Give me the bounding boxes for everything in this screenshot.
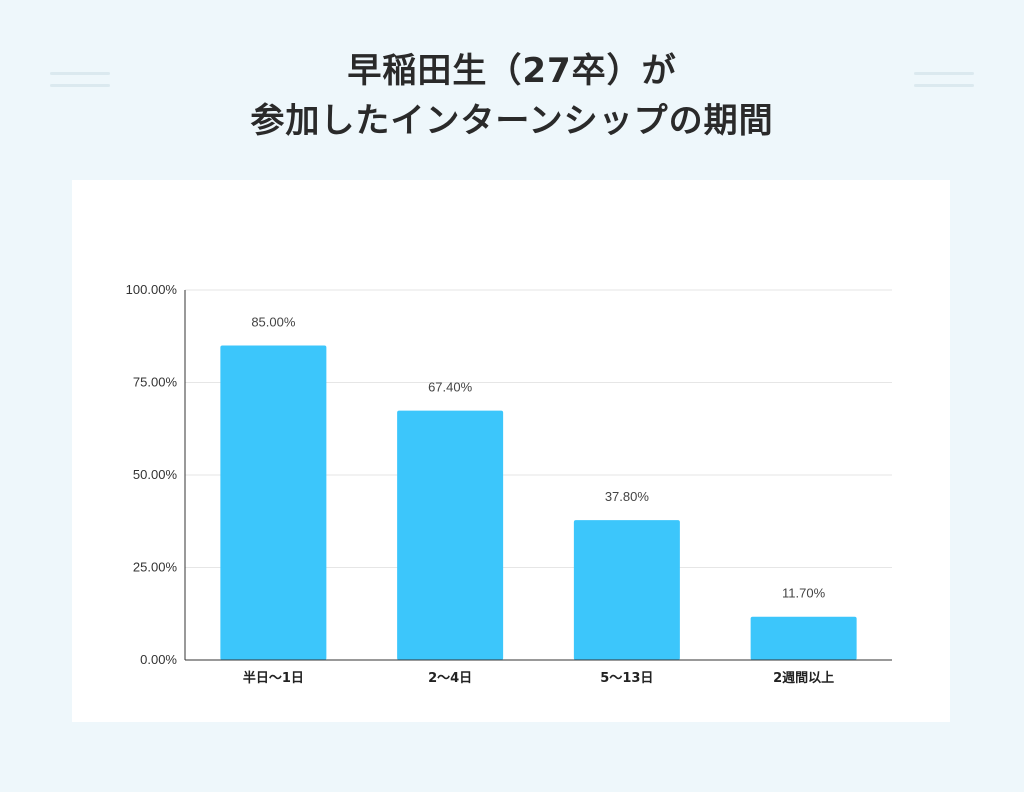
- y-tick-label: 0.00%: [140, 652, 177, 667]
- page-title-line-2: 参加したインターンシップの期間: [250, 101, 774, 141]
- chart-card: 0.00% 25.00% 50.00% 75.00% 100.00% 85.00% 半日〜1…: [72, 180, 950, 722]
- x-tick-label: 2〜4日: [428, 671, 472, 686]
- data-label: 37.80%: [605, 489, 650, 504]
- x-tick-label: 半日〜1日: [243, 670, 304, 686]
- bar: [220, 345, 327, 660]
- decorative-line: [914, 84, 974, 87]
- page-title-line-1: 早稲田生（27卒）が: [347, 51, 677, 91]
- bar-chart: 0.00% 25.00% 50.00% 75.00% 100.00% 85.00% 半日〜1…: [126, 282, 892, 686]
- decorative-lines-left: [50, 72, 110, 88]
- x-tick-label: 2週間以上: [773, 671, 834, 686]
- decorative-line: [50, 84, 110, 87]
- decorative-line: [50, 72, 110, 75]
- bar: [573, 520, 680, 660]
- data-label: 85.00%: [251, 315, 296, 330]
- data-label: 11.70%: [782, 586, 826, 601]
- data-label: 67.40%: [428, 380, 473, 395]
- y-tick-label: 100.00%: [126, 282, 178, 297]
- decorative-lines-right: [914, 72, 974, 88]
- bar: [397, 410, 504, 660]
- decorative-line: [914, 72, 974, 75]
- y-tick-label: 25.00%: [133, 560, 178, 575]
- page-title: 早稲田生（27卒）が 参加したインターンシップの期間: [0, 46, 1024, 146]
- x-tick-label: 5〜13日: [600, 671, 653, 686]
- bar: [750, 616, 857, 660]
- y-tick-label: 50.00%: [133, 467, 178, 482]
- y-tick-label: 75.00%: [133, 375, 178, 390]
